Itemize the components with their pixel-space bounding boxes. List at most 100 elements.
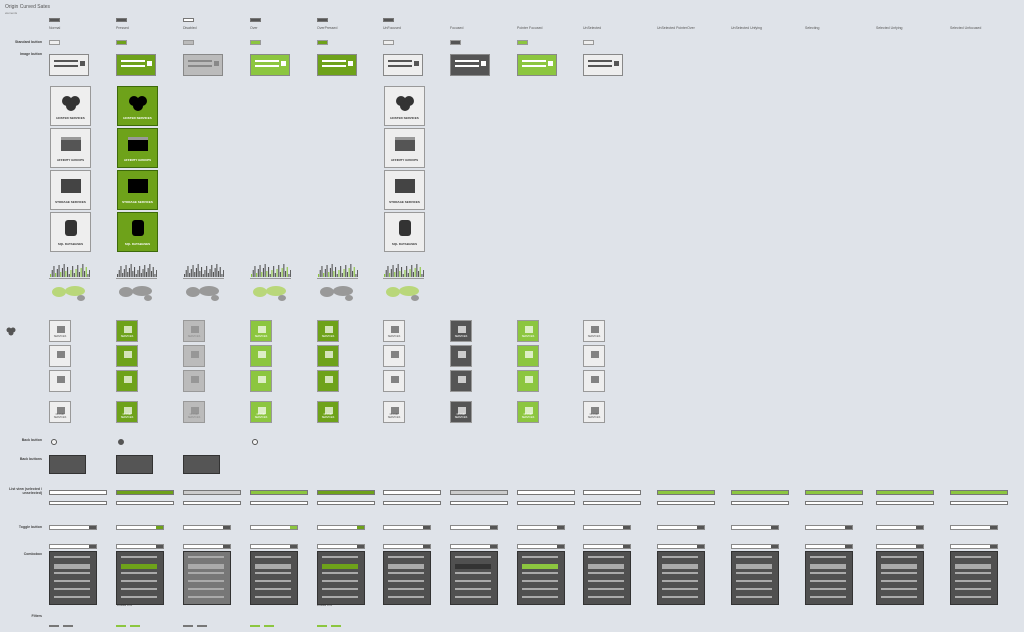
small-tile[interactable]: CLOUD SERVICES [183, 401, 205, 423]
combobox-option[interactable] [588, 556, 624, 558]
small-tile[interactable]: SERVICES [383, 320, 405, 342]
combobox-option[interactable] [662, 588, 698, 590]
image-button[interactable] [250, 54, 290, 76]
list-item[interactable] [383, 490, 441, 495]
small-tile[interactable] [383, 345, 405, 367]
combobox-option[interactable] [188, 556, 224, 558]
list-item[interactable] [49, 490, 107, 495]
combobox-option[interactable] [255, 556, 291, 558]
tile-storage-services[interactable]: STORAGE SERVICES [117, 170, 158, 210]
image-button[interactable] [49, 54, 89, 76]
combobox-input[interactable] [450, 544, 498, 549]
combobox-option[interactable] [54, 564, 90, 569]
combobox-option[interactable] [54, 596, 90, 598]
combobox-option[interactable] [955, 588, 991, 590]
combobox-option[interactable] [322, 572, 358, 574]
list-item[interactable] [731, 501, 789, 505]
combobox-input[interactable] [805, 544, 853, 549]
combobox-option[interactable] [736, 556, 772, 558]
small-tile[interactable]: SERVICES [116, 320, 138, 342]
combobox-option[interactable] [588, 572, 624, 574]
combobox-option[interactable] [736, 588, 772, 590]
small-tile[interactable]: SERVICES [450, 320, 472, 342]
small-tile[interactable] [383, 370, 405, 392]
combobox-option[interactable] [188, 580, 224, 582]
combobox-option[interactable] [810, 596, 846, 598]
tile-affinity-groups[interactable]: AFFINITY GROUPS [384, 128, 425, 168]
toggle-button[interactable] [250, 525, 298, 530]
image-button[interactable] [517, 54, 557, 76]
back-button-card[interactable] [116, 455, 153, 474]
back-arrow-icon[interactable] [118, 439, 124, 445]
list-item[interactable] [317, 501, 375, 505]
small-tile[interactable] [49, 345, 71, 367]
small-tile[interactable]: SERVICES [583, 320, 605, 342]
image-button[interactable] [183, 54, 223, 76]
toggle-button[interactable] [517, 525, 565, 530]
combobox-option[interactable] [881, 572, 917, 574]
combobox-option[interactable] [455, 556, 491, 558]
combobox-input[interactable] [49, 544, 97, 549]
back-arrow-icon[interactable] [51, 439, 57, 445]
small-tile[interactable]: CLOUD SERVICES [583, 401, 605, 423]
filter-chip[interactable] [49, 614, 75, 627]
image-button[interactable] [450, 54, 490, 76]
tile-hosted-services[interactable]: HOSTED SERVICES [384, 86, 425, 126]
combobox-option[interactable] [54, 556, 90, 558]
combobox-option[interactable] [455, 572, 491, 574]
combobox-option[interactable] [588, 580, 624, 582]
back-button-card[interactable] [49, 455, 86, 474]
combobox-option[interactable] [736, 596, 772, 598]
toggle-button[interactable] [183, 525, 231, 530]
small-tile[interactable] [317, 345, 339, 367]
combobox-option[interactable] [810, 556, 846, 558]
list-item[interactable] [731, 490, 789, 495]
small-tile[interactable]: CLOUD SERVICES [450, 401, 472, 423]
combobox-option[interactable] [121, 596, 157, 598]
combobox-option[interactable] [810, 564, 846, 569]
list-item[interactable] [876, 501, 934, 505]
combobox-option[interactable] [188, 564, 224, 569]
small-tile[interactable]: SERVICES [317, 320, 339, 342]
tile-storage-services[interactable]: STORAGE SERVICES [50, 170, 91, 210]
small-tile[interactable] [517, 370, 539, 392]
image-button[interactable] [116, 54, 156, 76]
combobox-input[interactable] [317, 544, 365, 549]
combobox-option[interactable] [388, 588, 424, 590]
list-item[interactable] [250, 490, 308, 495]
combobox-option[interactable] [810, 588, 846, 590]
combobox-option[interactable] [388, 596, 424, 598]
tile-hosted-services[interactable]: HOSTED SERVICES [50, 86, 91, 126]
combobox-option[interactable] [881, 596, 917, 598]
combobox-option[interactable] [588, 596, 624, 598]
toggle-button[interactable] [805, 525, 853, 530]
list-item[interactable] [383, 501, 441, 505]
combobox-option[interactable] [588, 564, 624, 569]
list-item[interactable] [805, 501, 863, 505]
combobox-option[interactable] [455, 580, 491, 582]
small-tile[interactable] [183, 370, 205, 392]
list-item[interactable] [657, 490, 715, 495]
filter-chip[interactable] [116, 614, 142, 627]
small-tile[interactable]: SERVICES [49, 320, 71, 342]
standard-button[interactable] [116, 40, 127, 45]
standard-button[interactable] [383, 40, 394, 45]
tile-hosted-services[interactable]: HOSTED SERVICES [117, 86, 158, 126]
combobox-input[interactable] [731, 544, 779, 549]
list-item[interactable] [950, 501, 1008, 505]
list-item[interactable] [183, 501, 241, 505]
small-tile[interactable] [517, 345, 539, 367]
small-tile[interactable]: CLOUD SERVICES [517, 401, 539, 423]
combobox-input[interactable] [950, 544, 998, 549]
small-tile[interactable] [250, 370, 272, 392]
small-tile[interactable]: CLOUD SERVICES [317, 401, 339, 423]
combobox-option[interactable] [121, 580, 157, 582]
standard-button[interactable] [450, 40, 461, 45]
combobox-option[interactable] [121, 572, 157, 574]
combobox-option[interactable] [810, 572, 846, 574]
small-tile[interactable]: SERVICES [517, 320, 539, 342]
tile-affinity-groups[interactable]: AFFINITY GROUPS [50, 128, 91, 168]
list-item[interactable] [876, 490, 934, 495]
tile-sql-databases[interactable]: SQL DATABASES [117, 212, 158, 252]
list-item[interactable] [517, 490, 575, 495]
